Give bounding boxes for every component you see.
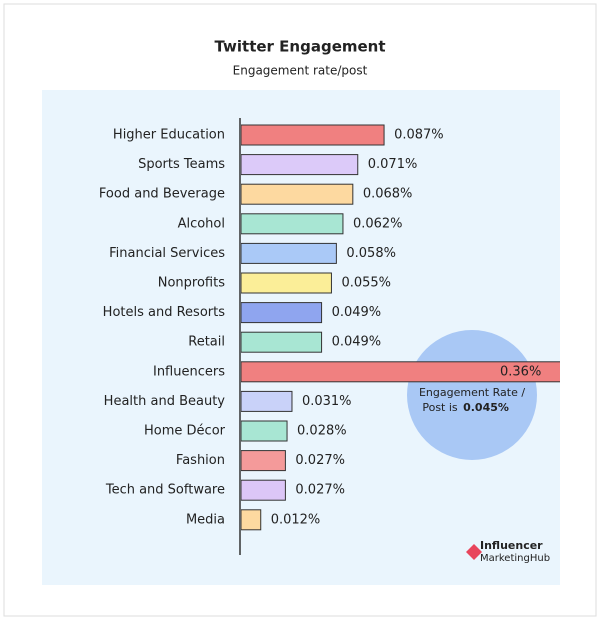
value-label: 0.031% (302, 394, 352, 409)
annotation-value: 0.045% (463, 401, 509, 414)
bar (241, 242, 337, 264)
logo-text: Influencer (480, 539, 543, 552)
annotation-line: Post is (422, 401, 458, 414)
category-label: Nonprofits (158, 276, 225, 291)
bar (241, 420, 288, 442)
value-label: 0.062% (353, 216, 403, 231)
chart-subtitle: Engagement rate/post (233, 64, 368, 78)
bar (241, 213, 344, 235)
category-label: Fashion (176, 453, 225, 468)
bar (241, 509, 262, 531)
logo-icon (466, 544, 482, 560)
category-label: Alcohol (178, 216, 225, 231)
chart-title: Twitter Engagement (214, 38, 385, 56)
bar (241, 331, 323, 353)
bar (241, 479, 286, 501)
category-label: Food and Beverage (99, 187, 225, 202)
category-label: Retail (188, 335, 225, 350)
bar (241, 183, 354, 205)
value-label: 0.071% (368, 157, 418, 172)
value-label: 0.087% (394, 128, 444, 143)
value-label: 0.058% (346, 246, 396, 261)
value-label: 0.049% (332, 335, 382, 350)
category-label: Financial Services (109, 246, 225, 261)
bar (241, 272, 332, 294)
bar (241, 450, 286, 472)
category-label: Hotels and Resorts (103, 305, 226, 320)
value-label: 0.027% (295, 483, 345, 498)
value-label: 0.055% (341, 276, 391, 291)
bar (241, 154, 359, 176)
bar (241, 302, 323, 324)
value-label: 0.049% (332, 305, 382, 320)
category-label: Sports Teams (138, 157, 225, 172)
value-label: 0.36% (500, 364, 541, 379)
logo-text: MarketingHub (480, 553, 550, 564)
bar (241, 361, 560, 383)
bar (241, 124, 385, 146)
category-label: Health and Beauty (104, 394, 226, 409)
value-label: 0.068% (363, 187, 413, 202)
category-label: Tech and Software (105, 483, 225, 498)
category-label: Media (186, 512, 225, 527)
value-label: 0.028% (297, 424, 347, 439)
category-label: Influencers (153, 364, 225, 379)
category-label: Higher Education (113, 128, 225, 143)
bar (241, 390, 293, 412)
category-label: Home Décor (144, 424, 226, 439)
value-label: 0.027% (295, 453, 345, 468)
annotation-line: Engagement Rate / (419, 386, 525, 399)
value-label: 0.012% (271, 512, 321, 527)
